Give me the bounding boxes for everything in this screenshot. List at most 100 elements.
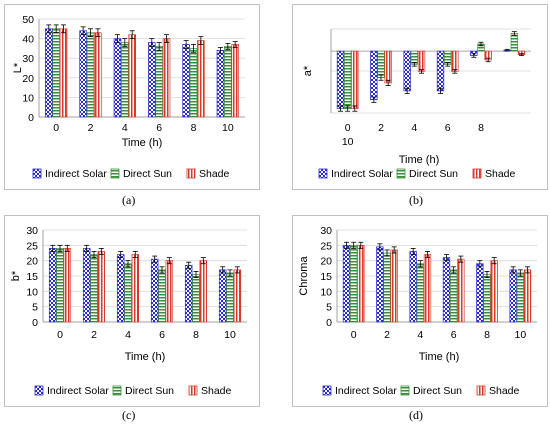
bar: [357, 244, 365, 323]
x-tick-label: 0: [345, 122, 351, 134]
y-tick-label: 0: [28, 112, 34, 124]
bar: [94, 32, 102, 118]
y-tick-label: 30: [320, 225, 332, 237]
legend-swatch: [472, 168, 482, 179]
legend-swatch: [186, 168, 196, 179]
bar: [351, 50, 359, 109]
bar: [509, 269, 517, 323]
bar: [442, 257, 451, 323]
bar: [63, 248, 72, 323]
x-tick-label: 4: [417, 329, 423, 341]
legend-label: Shade: [201, 385, 232, 397]
bar: [218, 269, 227, 323]
panel-label-d: (d): [409, 408, 423, 422]
x-tick-label: 10: [222, 122, 234, 134]
bar: [97, 251, 106, 323]
bar: [436, 50, 445, 92]
x-tick-label: 0: [53, 122, 59, 134]
bar: [416, 263, 425, 323]
bar: [158, 269, 166, 323]
x-axis-title: Time (h): [125, 351, 166, 363]
x-tick-label: 4: [125, 329, 131, 341]
bar: [349, 244, 358, 323]
x-tick-label: 6: [445, 122, 451, 134]
bar: [233, 269, 242, 323]
bar: [336, 50, 345, 109]
bar: [48, 248, 57, 323]
y-tick-label: 10: [320, 286, 332, 298]
bar: [516, 272, 525, 323]
bar: [476, 263, 484, 323]
x-tick-label: 6: [156, 122, 162, 134]
bar: [231, 44, 239, 118]
bar: [124, 263, 132, 323]
legend-label: Shade: [485, 168, 516, 180]
bar: [86, 32, 95, 118]
legend-swatch: [188, 385, 198, 396]
bar: [449, 269, 458, 323]
bar: [376, 246, 384, 323]
bar: [52, 28, 60, 118]
bar: [199, 260, 208, 323]
chart-chroma: 0 5 10 15 20 25 30 0 2 4 6 8 10 Time (h) Chroma Indirec…: [298, 225, 537, 397]
panel-b: 0 10 2 4 6 8 Time (h) a* Indirect Solar Direct Su…: [292, 4, 548, 190]
bar: [226, 272, 234, 323]
y-tick-label: 25: [26, 240, 38, 252]
bar: [131, 254, 140, 323]
legend-swatch: [112, 385, 122, 396]
bar: [90, 254, 98, 323]
x-tick-label: 2: [378, 122, 384, 134]
y-tick-label: 15: [320, 271, 332, 283]
bar: [128, 34, 136, 118]
bar: [189, 48, 198, 118]
legend-swatch: [396, 168, 406, 179]
x-tick-label: 10: [224, 329, 236, 341]
chart-a-star: 0 10 2 4 6 8 Time (h) a* Indirect Solar Direct Su…: [302, 28, 531, 180]
bar: [113, 38, 122, 118]
y-tick-label: 20: [320, 256, 332, 268]
bar: [192, 274, 200, 323]
legend-swatch: [476, 385, 486, 396]
x-axis-title: Time (h): [122, 137, 163, 149]
bar: [457, 258, 465, 323]
x-tick-label: 10: [342, 136, 354, 148]
bar: [377, 50, 385, 78]
x-tick-label: 2: [91, 329, 97, 341]
y-axis-title: L*: [12, 62, 24, 73]
legend-swatch: [110, 168, 120, 179]
bar: [423, 254, 432, 323]
bar: [155, 46, 163, 118]
legend-label: Direct Sun: [125, 385, 174, 397]
bar: [417, 50, 426, 72]
panel-d: 0 5 10 15 20 25 30 0 2 4 6 8 10 Time (h) Chroma Indirec…: [292, 215, 548, 407]
chart-l-star: 0 10 20 30 40 50 0 2 4 6 8 10 Time (h) L* Indirect Sol…: [12, 14, 245, 180]
legend-label: Indirect Solar: [45, 168, 107, 180]
x-tick-label: 10: [514, 329, 526, 341]
legend-swatch: [32, 168, 42, 179]
bar: [216, 50, 225, 118]
legend-label: Indirect Solar: [331, 168, 393, 180]
y-tick-label: 0: [32, 317, 38, 329]
bar: [451, 50, 459, 72]
y-tick-label: 5: [326, 302, 332, 314]
y-tick-label: 30: [22, 53, 34, 65]
y-axis-title: b*: [10, 270, 22, 281]
x-tick-label: 2: [88, 122, 94, 134]
bar: [409, 251, 417, 323]
legend-label: Direct Sun: [409, 168, 458, 180]
y-tick-label: 10: [22, 92, 34, 104]
legend-label: Shade: [199, 168, 230, 180]
x-axis-title: Time (h): [419, 351, 460, 363]
panel-a: 0 10 20 30 40 50 0 2 4 6 8 10 Time (h) L* Indirect Sol…: [4, 4, 260, 190]
bar: [82, 248, 91, 323]
bar: [383, 252, 391, 323]
x-tick-label: 0: [57, 329, 63, 341]
bar: [184, 264, 193, 323]
y-tick-label: 20: [22, 73, 34, 85]
x-tick-label: 8: [193, 329, 199, 341]
panel-label-c: (c): [122, 408, 136, 422]
legend-swatch: [322, 385, 332, 396]
bar: [148, 42, 156, 118]
bar: [150, 258, 159, 323]
legend-label: Direct Sun: [123, 168, 172, 180]
